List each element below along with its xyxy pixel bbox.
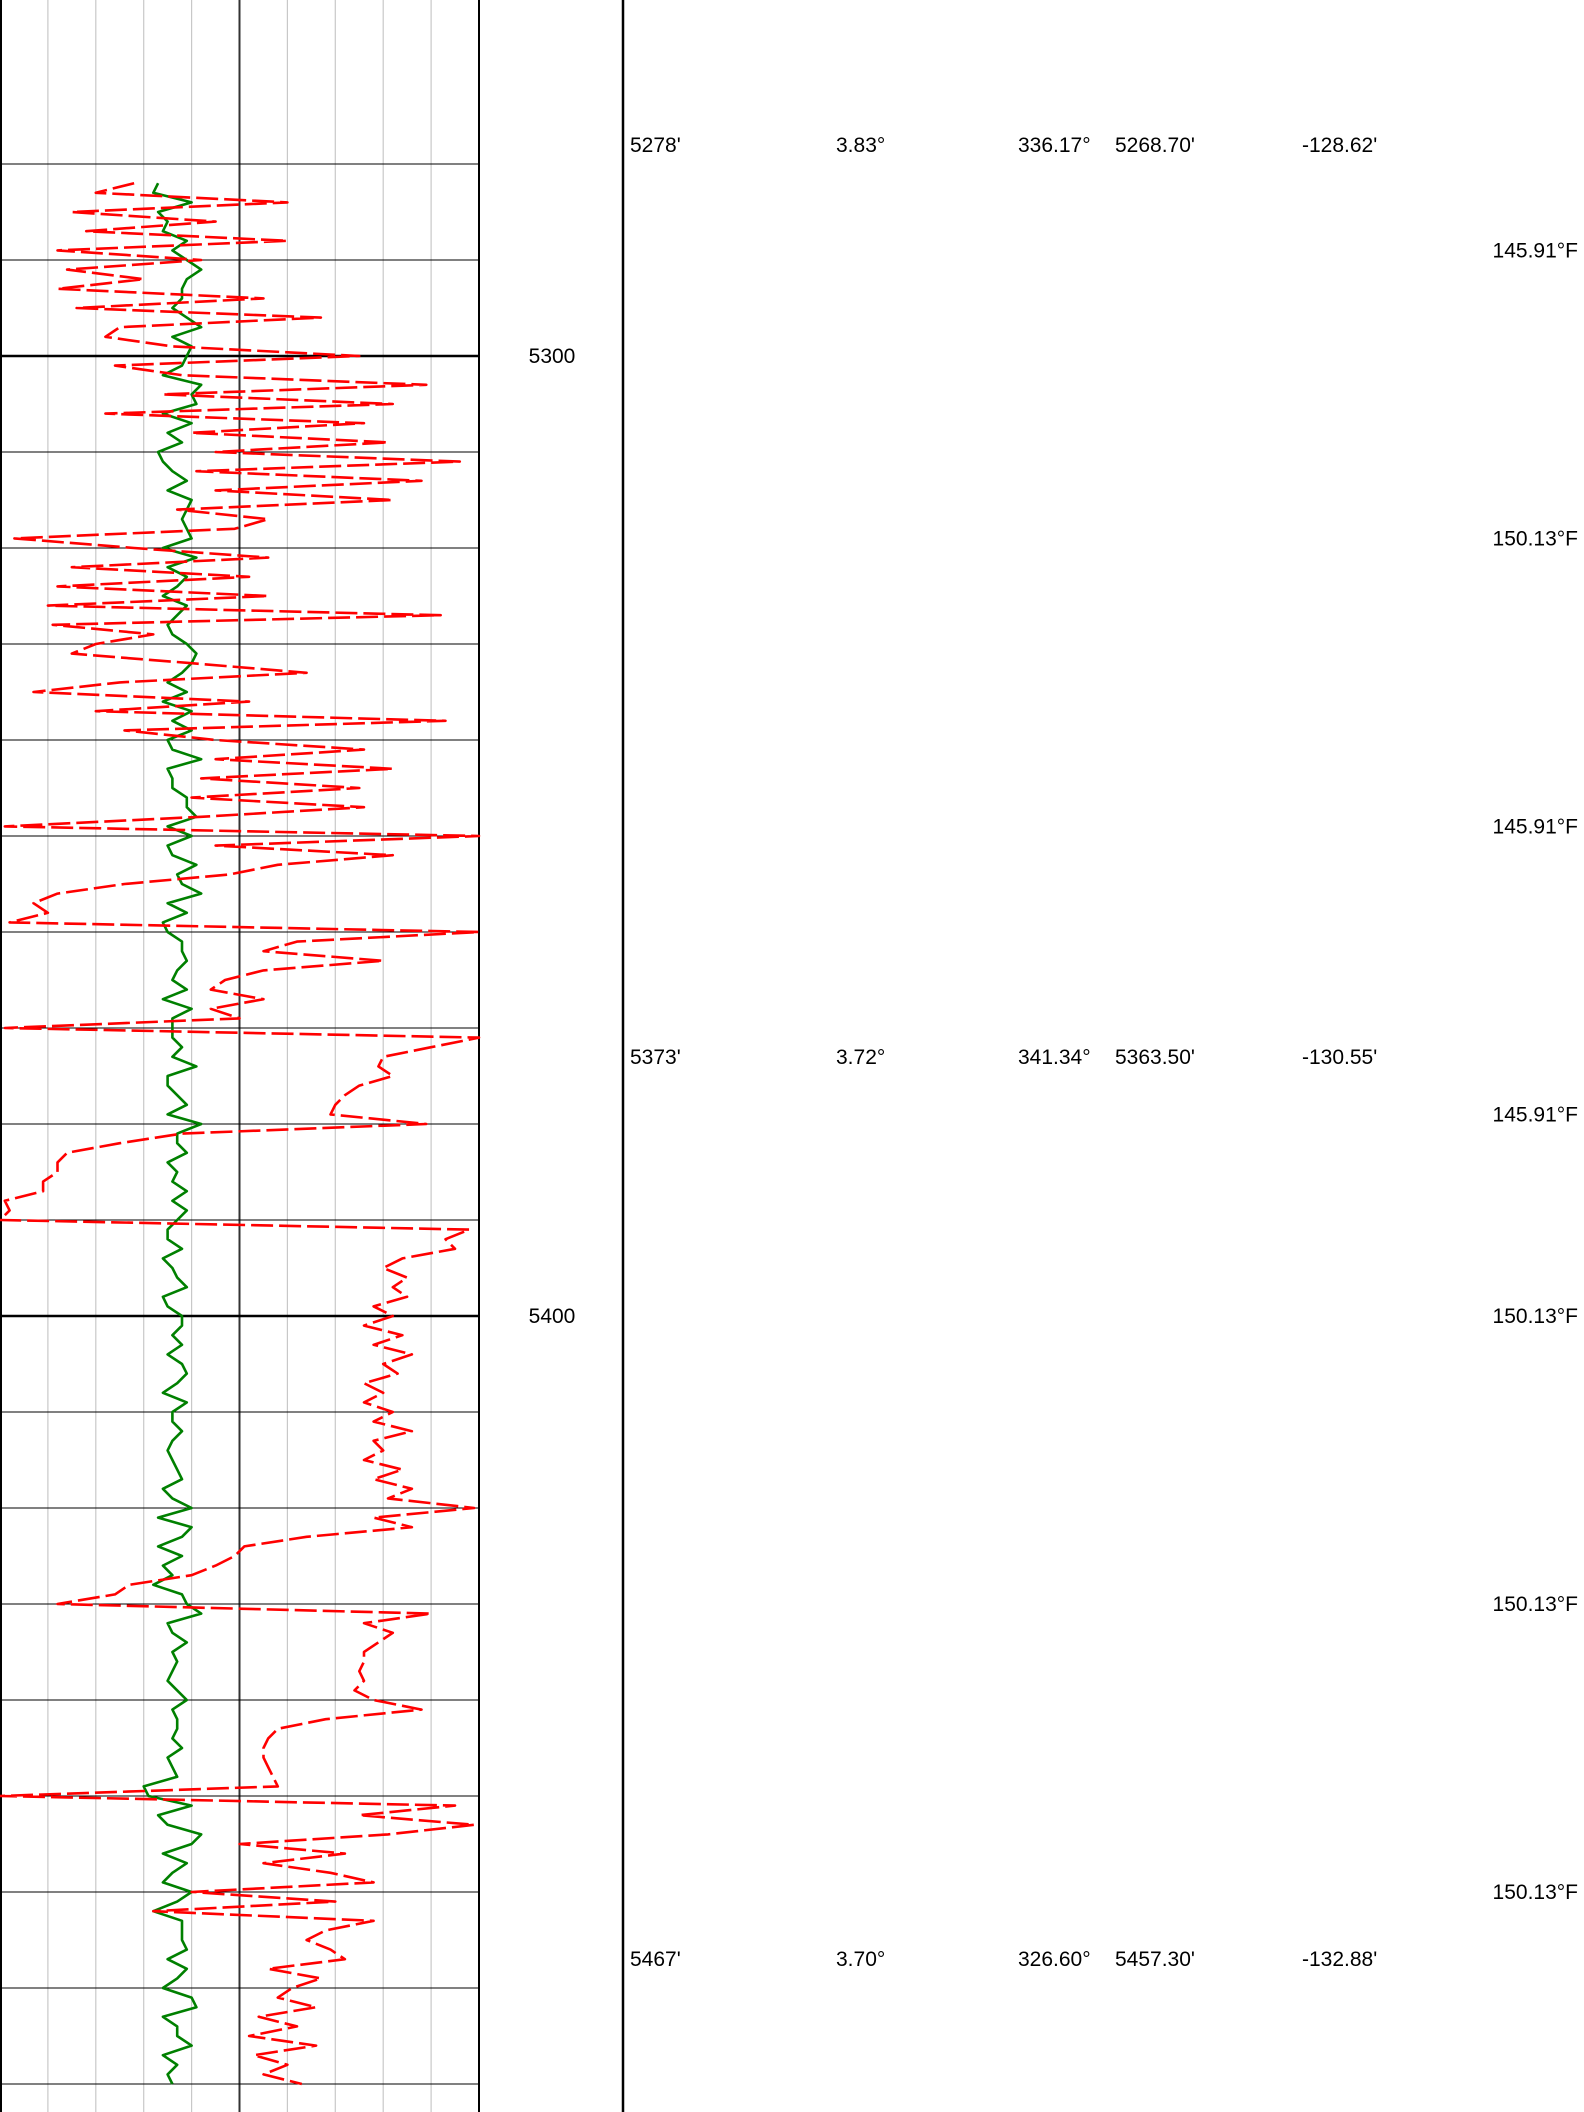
survey-tvd-value: 5268.70' (1115, 134, 1195, 157)
survey-md-value: 5467' (630, 1948, 681, 1971)
survey-tvd-value: 5363.50' (1115, 1046, 1195, 1069)
temperature-value: 150.13°F (1493, 1305, 1578, 1328)
survey-azi-value: 341.34° (1018, 1046, 1091, 1069)
survey-inc-value: 3.72° (836, 1046, 885, 1069)
depth-label: 5400 (529, 1305, 576, 1328)
curve-line-2 (0, 181, 481, 2086)
depth-track: 5300 5400 (529, 345, 576, 1328)
survey-md-value: 5278' (630, 134, 681, 157)
temperature-track: 145.91°F 150.13°F 145.91°F 145.91°F 150.13°F… (1493, 239, 1578, 1904)
temperature-value: 145.91°F (1493, 239, 1578, 262)
temperature-value: 150.13°F (1493, 1881, 1578, 1904)
survey-inc-value: 3.70° (836, 1948, 885, 1971)
survey-table: 5278' 3.83° 336.17° 5268.70' -128.62' 5373' 3.… (630, 134, 1377, 1971)
survey-azi-value: 326.60° (1018, 1948, 1091, 1971)
temperature-value: 150.13°F (1493, 1593, 1578, 1616)
survey-vs-value: -132.88' (1302, 1948, 1377, 1971)
survey-md-value: 5373' (630, 1046, 681, 1069)
survey-azi-value: 336.17° (1018, 134, 1091, 157)
survey-inc-value: 3.83° (836, 134, 885, 157)
temperature-value: 145.91°F (1493, 1103, 1578, 1126)
temperature-value: 145.91°F (1493, 815, 1578, 838)
survey-vs-value: -128.62' (1302, 134, 1377, 157)
survey-tvd-value: 5457.30' (1115, 1948, 1195, 1971)
depth-label: 5300 (529, 345, 576, 368)
temperature-value: 150.13°F (1493, 527, 1578, 550)
survey-vs-value: -130.55' (1302, 1046, 1377, 1069)
track-grid (0, 0, 480, 2112)
curve-layer (0, 181, 481, 2086)
curve-line-1 (142, 182, 203, 2085)
